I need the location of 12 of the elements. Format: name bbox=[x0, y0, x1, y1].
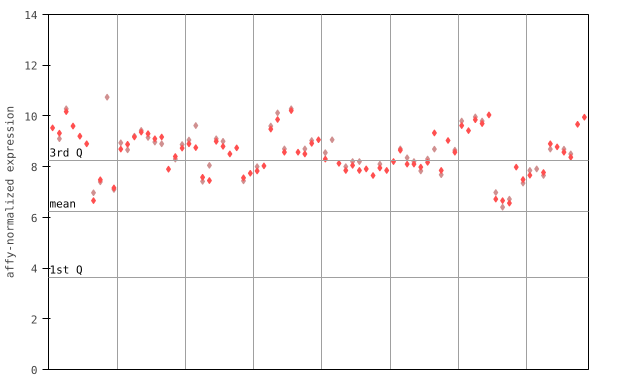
y-tick-label: 4 bbox=[30, 262, 38, 276]
ref-line-label: mean bbox=[50, 198, 76, 211]
ref-line-label: 1st Q bbox=[50, 263, 83, 276]
y-tick-label: 6 bbox=[30, 212, 38, 225]
ref-line-label: 3rd Q bbox=[50, 146, 83, 160]
y-axis-title: affy-normalized expression bbox=[3, 106, 16, 278]
y-tick-label: 0 bbox=[30, 364, 38, 377]
y-tick-label: 10 bbox=[24, 110, 38, 124]
y-tick-label: 2 bbox=[30, 313, 38, 326]
y-tick-label: 14 bbox=[24, 9, 38, 22]
y-tick-label: 8 bbox=[30, 161, 38, 174]
y-tick-label: 12 bbox=[24, 60, 38, 73]
